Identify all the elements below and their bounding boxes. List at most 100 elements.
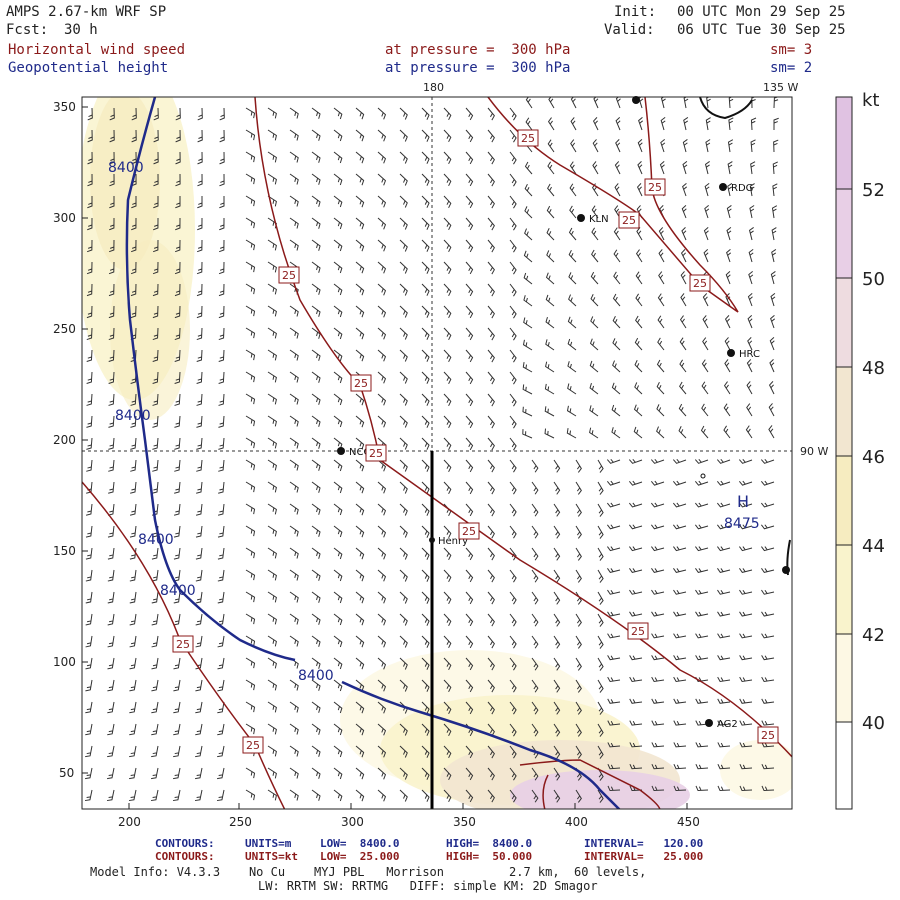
wind-barb [218, 305, 225, 319]
wind-barb [217, 503, 225, 516]
wind-barb [607, 698, 621, 704]
wind-barb [739, 655, 753, 661]
wind-barb [333, 613, 343, 626]
wind-barb [377, 327, 387, 340]
wind-barb [311, 283, 321, 295]
wind-barb [355, 459, 365, 472]
x-tick-label: 400 [565, 815, 588, 829]
wind-barb [768, 425, 775, 439]
wind-barb [197, 195, 203, 209]
wind-barb [377, 151, 387, 164]
wind-barb [333, 679, 343, 692]
wind-barb [399, 371, 408, 384]
y-tick-label: 350 [53, 100, 76, 114]
wind-barb [85, 745, 93, 758]
wind-barb [289, 239, 299, 251]
wind-barb [651, 676, 665, 683]
wind-barb [650, 502, 665, 508]
wind-barb [196, 239, 203, 253]
wind-barb [129, 723, 137, 736]
wind-barb [333, 195, 343, 208]
wind-barb [152, 371, 159, 384]
wind-barb [673, 611, 687, 617]
y-tick-label: 250 [53, 322, 76, 336]
wind-barb [635, 271, 643, 285]
wind-barb [633, 404, 643, 417]
wind-barb [509, 283, 517, 297]
model-info-physics: LW: RRTM SW: RRTMG DIFF: simple KM: 2D S… [258, 879, 598, 893]
wind-barb [597, 767, 604, 781]
wind-barb [672, 502, 687, 508]
wind-barb [509, 195, 517, 209]
wind-barb [311, 547, 321, 559]
wind-barb [465, 371, 474, 385]
wind-barb [509, 305, 517, 319]
wind-barb [590, 316, 599, 329]
wind-barb [289, 635, 299, 647]
x-tick-label: 250 [229, 815, 252, 829]
wind-barb [108, 349, 115, 362]
wind-barb [727, 139, 734, 153]
wind-barb [651, 785, 665, 792]
wind-barb [173, 767, 181, 780]
wind-barb [673, 546, 687, 552]
station-marker [632, 96, 640, 104]
wind-barb [421, 547, 430, 560]
wind-barb [751, 97, 756, 109]
wind-barb [680, 271, 687, 285]
station-marker [727, 349, 735, 357]
wind-barb [575, 701, 582, 715]
model-title: AMPS 2.67-km WRF SP [6, 4, 167, 20]
wind-barb [570, 117, 577, 131]
wind-barb [217, 745, 225, 758]
wind-barb [769, 358, 775, 373]
wind-barb [108, 393, 115, 406]
wind-barb [568, 272, 577, 285]
wind-barb [566, 405, 577, 417]
wind-barb [651, 655, 665, 661]
wind-barb [355, 613, 365, 626]
wind-barb [509, 239, 517, 253]
wind-barb [245, 393, 256, 405]
wind-barb [333, 701, 343, 714]
wind-barb [399, 393, 408, 406]
wind-barb [174, 415, 181, 428]
wind-barb [509, 723, 517, 737]
wind-barb [267, 723, 277, 735]
wind-barb [717, 655, 731, 661]
wind-barbs [84, 97, 779, 803]
wind-barb [509, 745, 517, 759]
wind-barb [656, 381, 665, 395]
wind-barb [129, 767, 137, 780]
wind-barb [87, 217, 93, 231]
wind-barb [153, 217, 159, 231]
wind-barb [152, 393, 159, 406]
wind-barb [421, 415, 430, 428]
wind-barb [750, 117, 757, 131]
wind-barb [531, 723, 539, 737]
wind-barb [523, 317, 533, 329]
wind-barb [85, 503, 93, 516]
wind-barb [702, 315, 709, 329]
wind-barb [678, 403, 687, 417]
wind-barb [597, 569, 604, 583]
wind-barb [522, 362, 533, 373]
wind-barb [219, 217, 225, 231]
wind-barb [695, 589, 709, 595]
wind-barb [717, 546, 731, 552]
wind-barb [553, 723, 561, 737]
wind-barb [465, 635, 474, 649]
wind-barb [289, 481, 299, 493]
station-marker [719, 183, 727, 191]
wind-barb [245, 723, 256, 735]
wind-barb [245, 239, 256, 251]
wind-barb [771, 227, 777, 241]
wind-barb [509, 657, 517, 671]
wind-barb [129, 635, 137, 648]
wind-barb [738, 502, 753, 508]
wind-barb [377, 261, 387, 274]
wind-barb [443, 569, 452, 583]
height-contour-labels: 8400 8400 8400 8400 8400 [108, 160, 334, 684]
wind-barb [377, 129, 387, 142]
wind-barb [443, 635, 452, 649]
